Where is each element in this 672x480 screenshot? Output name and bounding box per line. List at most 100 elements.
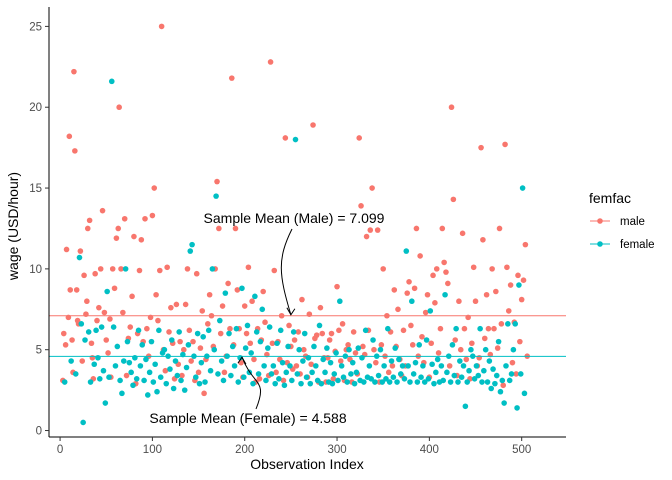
point-female (132, 354, 138, 361)
point-male (204, 321, 211, 327)
point-female (453, 325, 459, 332)
point-female (218, 358, 225, 364)
point-male (221, 369, 228, 376)
point-male (330, 376, 337, 382)
point-female (200, 333, 206, 340)
point-female (471, 376, 478, 382)
point-female (265, 345, 271, 351)
point-male (301, 346, 307, 353)
point-male (105, 350, 111, 356)
point-female (460, 363, 467, 369)
point-female (397, 371, 404, 377)
point-male (286, 322, 292, 329)
point-female (141, 377, 147, 384)
point-male (363, 233, 370, 240)
point-male (334, 283, 340, 290)
point-male (79, 358, 86, 364)
point-male (493, 288, 499, 295)
point-female (209, 266, 216, 272)
point-female (464, 379, 471, 385)
point-female (98, 324, 105, 330)
point-male (391, 287, 398, 293)
x-tick-label: 500 (512, 444, 531, 456)
y-tick-label: 20 (29, 102, 42, 114)
point-male (522, 241, 529, 248)
point-male (400, 327, 407, 334)
point-male (282, 135, 289, 141)
point-female (137, 363, 144, 369)
point-male (422, 309, 429, 316)
point-female (189, 241, 195, 248)
point-male (89, 354, 96, 361)
point-female (157, 374, 164, 380)
point-female (222, 290, 229, 296)
point-female (468, 346, 474, 353)
point-female (421, 379, 428, 385)
point-female (276, 376, 282, 382)
point-female (322, 369, 328, 376)
point-female (124, 338, 131, 345)
point-female (444, 369, 450, 376)
point-female (434, 356, 441, 363)
point-male (243, 330, 250, 337)
point-female (150, 379, 157, 385)
point-female (274, 340, 280, 347)
annotation-arrowhead-female (237, 356, 247, 365)
point-male (162, 367, 169, 374)
point-female (401, 376, 408, 382)
point-female (490, 366, 496, 372)
point-female (362, 327, 369, 334)
point-male (485, 325, 492, 332)
point-female (294, 371, 301, 377)
legend: femfac male female (589, 190, 655, 251)
point-female (91, 361, 98, 368)
point-female (163, 380, 170, 387)
point-female (283, 369, 290, 376)
point-female (508, 371, 515, 377)
point-female (451, 372, 458, 379)
point-male (234, 287, 241, 293)
legend-label-female: female (620, 239, 655, 251)
point-male (69, 337, 75, 343)
point-male (374, 227, 381, 233)
point-female (168, 337, 175, 343)
point-female (231, 363, 238, 369)
legend-key-male (590, 218, 610, 224)
point-female (87, 379, 94, 385)
point-male (452, 337, 459, 343)
point-female (154, 388, 160, 395)
point-male (367, 227, 374, 233)
x-tick-label: 200 (235, 444, 254, 456)
point-female (95, 354, 101, 361)
point-male (156, 267, 163, 274)
point-female (228, 372, 234, 379)
point-female (329, 380, 336, 387)
point-female (396, 356, 402, 363)
point-male (225, 280, 231, 287)
point-female (359, 354, 365, 361)
point-female (268, 371, 275, 377)
point-female (229, 343, 236, 350)
point-female (427, 308, 434, 314)
point-male (299, 296, 305, 303)
x-axis-title: Observation Index (250, 456, 364, 472)
x-tick-label: 400 (420, 444, 439, 456)
point-female (270, 363, 277, 369)
point-female (68, 358, 74, 364)
y-tick-label: 0 (36, 426, 42, 438)
point-male (247, 340, 254, 347)
point-male (406, 279, 412, 285)
point-male (336, 327, 342, 334)
point-female (156, 327, 162, 334)
point-female (521, 390, 528, 397)
point-female (379, 379, 386, 385)
point-male (491, 325, 497, 332)
point-female (287, 363, 293, 369)
point-female (383, 376, 389, 382)
point-male (180, 346, 187, 353)
point-male (498, 321, 505, 327)
point-female (148, 338, 155, 345)
point-male (437, 325, 444, 332)
point-male (219, 303, 226, 309)
